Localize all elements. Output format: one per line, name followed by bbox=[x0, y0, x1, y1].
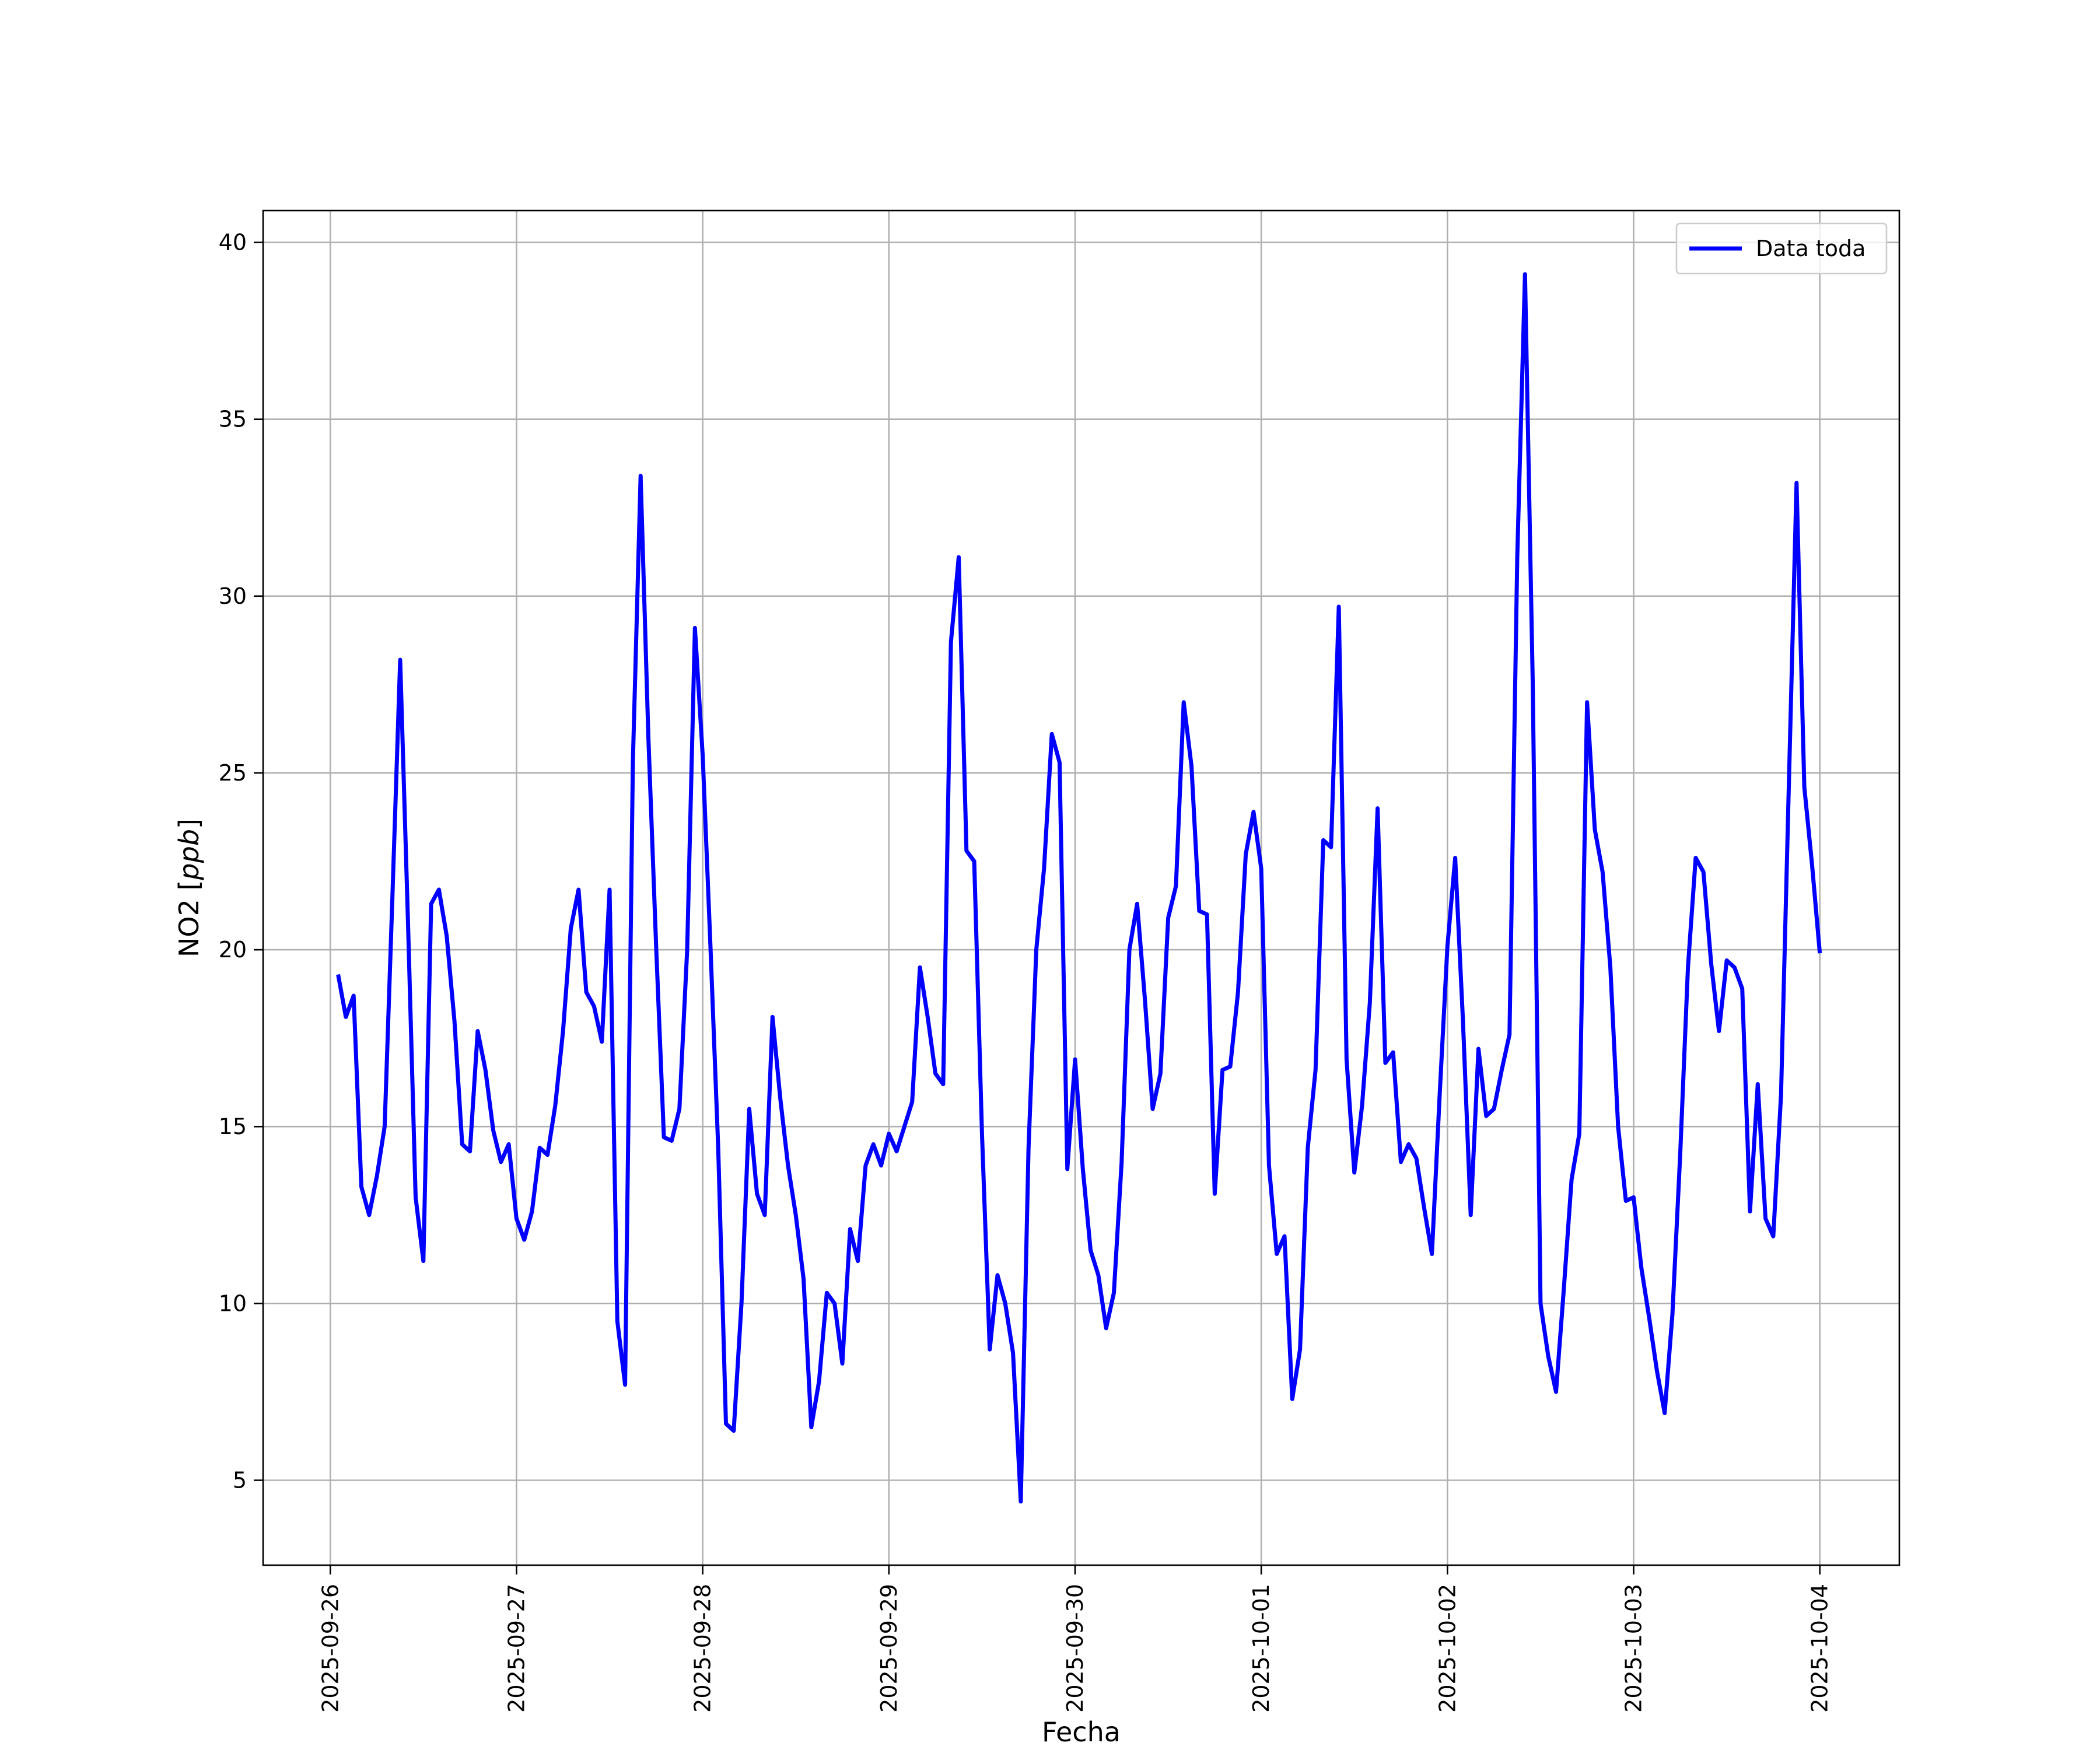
series-line-0 bbox=[336, 272, 1822, 1504]
x-tick-label-5: 2025-10-01 bbox=[1248, 1584, 1274, 1713]
y-tick-label-3: 20 bbox=[219, 937, 247, 963]
y-tick-label-7: 40 bbox=[219, 230, 247, 256]
y-axis-title-unit: ppb bbox=[173, 829, 205, 881]
y-axis: 5 10 15 20 25 30 35 40 bbox=[219, 230, 263, 1493]
y-axis-title-main: NO2 [ bbox=[173, 880, 205, 957]
grid bbox=[263, 211, 1899, 1565]
legend: Data toda bbox=[1675, 222, 1888, 275]
y-axis-title-close: ] bbox=[173, 818, 205, 829]
x-tick-label-6: 2025-10-02 bbox=[1434, 1584, 1460, 1713]
plot-frame bbox=[262, 209, 1901, 1566]
series-layer bbox=[336, 272, 1822, 1504]
y-tick-label-0: 5 bbox=[233, 1467, 247, 1493]
x-tick-label-1: 2025-09-27 bbox=[503, 1584, 529, 1713]
y-tick-label-4: 25 bbox=[219, 760, 247, 786]
x-tick-label-2: 2025-09-28 bbox=[690, 1584, 716, 1713]
y-axis-title: NO2 [ppb] bbox=[173, 818, 205, 957]
x-axis-title: Fecha bbox=[1042, 1716, 1121, 1748]
x-tick-label-7: 2025-10-03 bbox=[1621, 1584, 1647, 1713]
legend-box bbox=[1675, 222, 1888, 275]
y-tick-label-1: 10 bbox=[219, 1290, 247, 1316]
x-tick-label-0: 2025-09-26 bbox=[317, 1584, 343, 1713]
x-axis: 2025-09-26 2025-09-27 2025-09-28 2025-09-29… bbox=[317, 1565, 1833, 1713]
x-tick-label-4: 2025-09-30 bbox=[1062, 1584, 1088, 1713]
x-tick-label-8: 2025-10-04 bbox=[1807, 1584, 1833, 1713]
y-tick-label-2: 15 bbox=[219, 1114, 247, 1139]
legend-label: Data toda bbox=[1756, 236, 1866, 261]
y-tick-label-5: 30 bbox=[219, 583, 247, 609]
x-tick-label-3: 2025-09-29 bbox=[876, 1584, 902, 1713]
y-tick-label-6: 35 bbox=[219, 407, 247, 432]
